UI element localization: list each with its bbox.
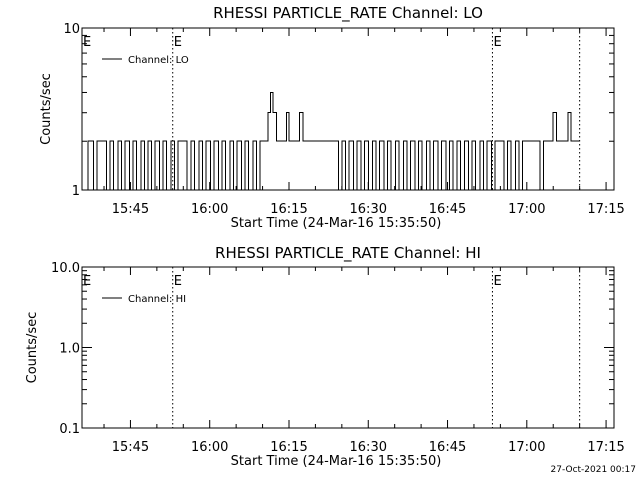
y-tick-label: 0.1 (59, 422, 80, 437)
x-tick-label: 16:30 (350, 202, 387, 217)
chart-panel-1: RHESSI PARTICLE_RATE Channel: LO 1 10 15:45… (39, 4, 625, 231)
time-marker-label: E (83, 274, 91, 289)
chart-title: RHESSI PARTICLE_RATE Channel: HI (215, 244, 481, 263)
x-axis-label: Start Time (24-Mar-16 15:35:50) (231, 454, 442, 469)
y-axis-label: Counts/sec (25, 312, 40, 384)
series-line (82, 91, 580, 191)
legend-label: Channel: LO (128, 55, 189, 66)
chart-title: RHESSI PARTICLE_RATE Channel: LO (213, 4, 483, 23)
y-tick-label: 1 (72, 184, 80, 199)
x-tick-label: 16:45 (429, 202, 466, 217)
y-axis-label: Counts/sec (39, 73, 54, 145)
legend: Channel: LO (102, 55, 189, 66)
x-tick-label: 15:45 (112, 202, 149, 217)
x-tick-label: 15:45 (112, 440, 149, 455)
x-tick-label: 16:30 (350, 440, 387, 455)
plot-frame (81, 27, 615, 191)
chart-panel-2: RHESSI PARTICLE_RATE Channel: HI 0.1 1.0 10… (25, 244, 625, 469)
time-marker-label: E (493, 274, 501, 289)
plot-frame (81, 266, 615, 429)
x-tick-label: 16:00 (191, 440, 228, 455)
footer-date: 27-Oct-2021 00:17 (550, 465, 636, 475)
time-marker-label: E (174, 274, 182, 289)
y-tick-label: 10.0 (51, 261, 80, 276)
x-tick-label: 17:00 (508, 440, 545, 455)
x-tick-label: 16:00 (191, 202, 228, 217)
y-tick-label: 10 (63, 22, 80, 37)
x-tick-label: 17:15 (587, 440, 624, 455)
x-axis-label: Start Time (24-Mar-16 15:35:50) (231, 216, 442, 231)
x-tick-label: 17:00 (508, 202, 545, 217)
time-marker-label: E (174, 35, 182, 50)
time-marker-label: E (493, 35, 501, 50)
legend-label: Channel: HI (128, 294, 186, 305)
y-tick-label: 1.0 (59, 342, 80, 357)
time-marker-label: E (83, 35, 91, 50)
x-tick-label: 16:15 (270, 440, 307, 455)
x-tick-label: 16:15 (270, 202, 307, 217)
legend: Channel: HI (102, 294, 186, 305)
x-tick-label: 16:45 (429, 440, 466, 455)
x-tick-label: 17:15 (587, 202, 624, 217)
